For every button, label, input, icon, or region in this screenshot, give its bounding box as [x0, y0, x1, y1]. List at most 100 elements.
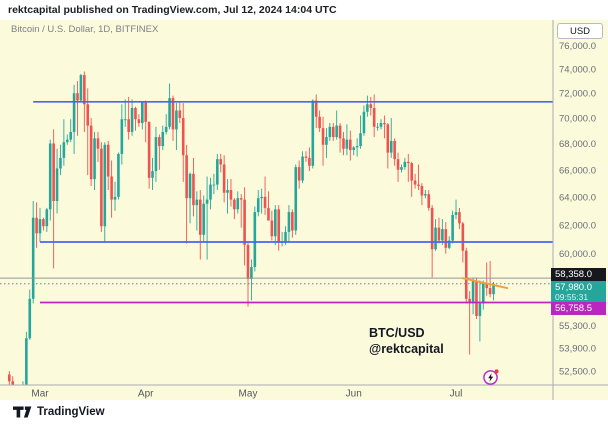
- bar-close-countdown: 09:55:31: [555, 292, 589, 303]
- candle: [396, 152, 400, 182]
- candle: [263, 176, 267, 215]
- candle: [144, 100, 148, 143]
- lightning-bolt-glyph: [488, 373, 494, 382]
- candle: [164, 114, 168, 135]
- candle: [79, 73, 83, 102]
- price-axis[interactable]: 76,000.0 74,000.0 72,000.0 70,000.0 68,000.0…: [559, 41, 596, 378]
- lightning-boost-icon: [483, 369, 499, 385]
- candle: [291, 209, 294, 238]
- price-tick-label: 68,000.0: [559, 139, 596, 150]
- candle: [69, 119, 72, 143]
- price-tick-label: 66,000.0: [559, 165, 596, 176]
- lightning-boost-button[interactable]: [482, 368, 500, 386]
- price-tick-label: 72,000.0: [559, 89, 596, 100]
- candle: [475, 277, 478, 320]
- candle: [117, 152, 120, 200]
- price-tick-label: 53,900.0: [559, 344, 596, 355]
- price-tick-label: 55,300.0: [559, 321, 596, 332]
- candle: [253, 206, 257, 272]
- candle: [31, 200, 35, 304]
- candle: [25, 331, 28, 385]
- tradingview-logo-icon: [13, 406, 32, 418]
- candles-layer: [8, 71, 495, 405]
- candle: [181, 103, 185, 182]
- candle: [301, 151, 304, 184]
- btcusd-annotation: BTC/USD @rektcapital: [369, 326, 444, 357]
- candle: [226, 179, 229, 214]
- candle: [86, 88, 90, 176]
- candle: [137, 114, 141, 127]
- price-tick-label: 70,000.0: [559, 113, 596, 124]
- attribution-bar: rektcapital published on TradingView.com…: [0, 0, 608, 20]
- candle: [219, 153, 223, 173]
- candle: [366, 95, 369, 117]
- crosshair-price-label: 58,358.0: [551, 268, 606, 282]
- candle: [110, 160, 113, 218]
- candle: [59, 144, 62, 176]
- candle: [103, 142, 107, 242]
- candle: [420, 183, 424, 206]
- candle: [48, 139, 52, 221]
- candle: [72, 84, 76, 154]
- candle: [454, 199, 458, 220]
- candle: [311, 99, 315, 169]
- candle: [65, 134, 69, 145]
- candle: [192, 157, 195, 217]
- candle: [379, 119, 383, 130]
- candle: [277, 205, 280, 251]
- candle: [195, 191, 199, 231]
- candle: [294, 164, 298, 235]
- candle: [151, 157, 154, 191]
- candle: [123, 99, 127, 127]
- candle: [314, 94, 318, 129]
- candle: [413, 173, 417, 189]
- candle: [464, 247, 468, 304]
- candle: [127, 96, 130, 140]
- candle: [321, 116, 325, 166]
- candle: [205, 176, 209, 260]
- candle: [355, 138, 359, 157]
- candle: [120, 104, 124, 165]
- candle: [441, 219, 444, 245]
- candle: [229, 179, 233, 207]
- candle: [178, 101, 182, 124]
- candle: [52, 129, 55, 269]
- time-axis[interactable]: Mar Apr May Jun Jul: [31, 389, 462, 400]
- price-tick-label: 64,000.0: [559, 192, 596, 203]
- currency-usd-button[interactable]: USD: [557, 23, 603, 39]
- candle: [328, 123, 332, 141]
- purple-level-value: 56,758.5: [555, 303, 592, 315]
- candle: [130, 99, 134, 136]
- symbol-title: Bitcoin / U.S. Dollar, 1D, BITFINEX: [11, 24, 159, 35]
- candle: [308, 147, 311, 172]
- candle: [185, 144, 188, 244]
- month-label: Apr: [138, 389, 154, 400]
- candle: [362, 105, 366, 136]
- candle: [331, 123, 335, 141]
- candle: [15, 388, 18, 405]
- price-tick-label: 62,000.0: [559, 220, 596, 231]
- candle: [338, 123, 342, 153]
- candle: [35, 202, 38, 248]
- candle: [376, 123, 379, 131]
- candle: [8, 371, 11, 385]
- candle: [188, 172, 192, 224]
- candle: [434, 219, 437, 251]
- tradingview-footer-logo[interactable]: TradingView: [13, 404, 105, 420]
- candle: [236, 191, 240, 214]
- annotation-symbol: BTC/USD: [369, 326, 425, 340]
- candle: [260, 188, 263, 214]
- candle: [325, 128, 328, 158]
- candle: [28, 289, 32, 340]
- candle: [335, 110, 338, 140]
- candle: [113, 181, 117, 211]
- candle: [141, 101, 144, 130]
- candle: [482, 280, 485, 310]
- candle: [383, 115, 386, 139]
- candle: [437, 217, 441, 244]
- candle: [243, 187, 246, 266]
- candle: [372, 94, 376, 138]
- month-label: Jul: [450, 389, 463, 400]
- month-label: Jun: [346, 389, 362, 400]
